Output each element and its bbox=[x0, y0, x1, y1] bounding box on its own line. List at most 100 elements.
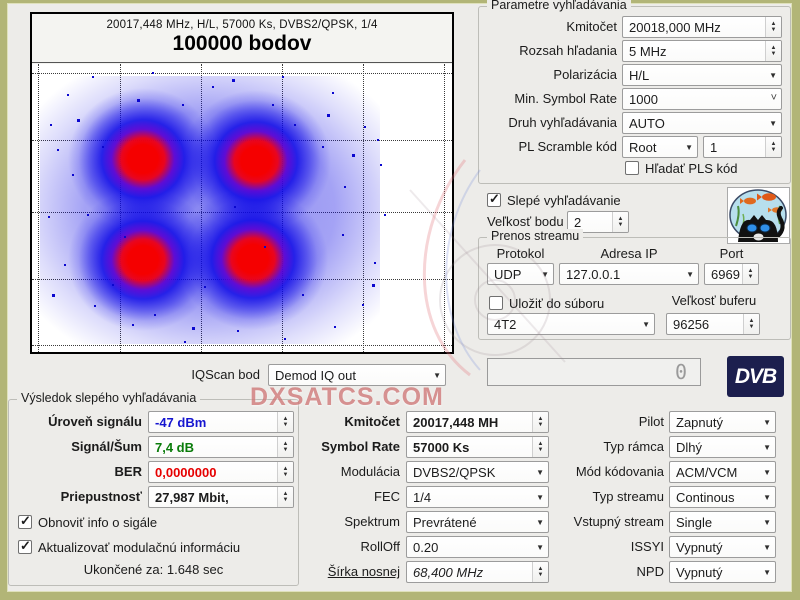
dropdown-arrow-icon[interactable]: ▼ bbox=[763, 442, 771, 452]
spinner-buttons[interactable]: ▲ ▼ bbox=[612, 212, 628, 232]
dropdown-arrow-icon[interactable]: ▼ bbox=[536, 467, 544, 477]
refresh-signal-checkbox-row[interactable]: ✓ Obnoviť info o sigále bbox=[18, 513, 157, 530]
update-modulation-checkbox-row[interactable]: ✓ Aktualizovať modulačnú informáciu bbox=[18, 538, 240, 555]
dropdown-arrow-icon[interactable]: ▼ bbox=[763, 467, 771, 477]
throughput-spinbox[interactable]: 27,987 Mbit, ▲ ▼ bbox=[148, 486, 294, 508]
carrier-width-spinbox[interactable]: 68,400 MHz ▲ ▼ bbox=[406, 561, 549, 583]
spinner-buttons[interactable]: ▲ ▼ bbox=[277, 412, 293, 432]
spinner-buttons[interactable]: ▲ ▼ bbox=[765, 17, 781, 37]
spin-up-icon[interactable]: ▲ bbox=[770, 141, 777, 147]
rolloff-dropdown[interactable]: 0.20 ▼ bbox=[406, 536, 549, 558]
snr-spinbox[interactable]: 7,4 dB ▲ ▼ bbox=[148, 436, 294, 458]
dropdown-arrow-icon[interactable]: ▼ bbox=[763, 417, 771, 427]
spinner-buttons[interactable]: ▲ ▼ bbox=[277, 487, 293, 507]
spin-down-icon[interactable]: ▼ bbox=[282, 422, 289, 428]
spin-down-icon[interactable]: ▼ bbox=[537, 447, 544, 453]
spinner-buttons[interactable]: ▲ ▼ bbox=[532, 437, 548, 457]
frame-type-dropdown[interactable]: Dlhý ▼ bbox=[669, 436, 776, 458]
spin-up-icon[interactable]: ▲ bbox=[282, 491, 289, 497]
spinner-buttons[interactable]: ▲ ▼ bbox=[277, 462, 293, 482]
dropdown-arrow-icon[interactable]: ▼ bbox=[541, 269, 549, 279]
iqscan-dropdown[interactable]: Demod IQ out ▼ bbox=[268, 364, 446, 386]
port-spinbox[interactable]: 6969 ▲ ▼ bbox=[704, 263, 759, 285]
spin-down-icon[interactable]: ▼ bbox=[748, 324, 755, 330]
blind-scan-checkbox-row[interactable]: ✓ Slepé vyhľadávanie bbox=[487, 191, 621, 208]
tune-frequency-spinbox[interactable]: 20017,448 MH ▲ ▼ bbox=[406, 411, 549, 433]
spinner-buttons[interactable]: ▲ ▼ bbox=[532, 562, 548, 582]
dropdown-arrow-icon[interactable]: ▼ bbox=[642, 319, 650, 329]
spin-up-icon[interactable]: ▲ bbox=[282, 441, 289, 447]
ip-address-dropdown[interactable]: 127.0.0.1 ▼ bbox=[559, 263, 699, 285]
polarization-dropdown[interactable]: H/L ▼ bbox=[622, 64, 782, 86]
search-range-spinbox[interactable]: 5 MHz ▲ ▼ bbox=[622, 40, 782, 62]
chevron-down-icon[interactable]: ˅ bbox=[770, 92, 777, 104]
protocol-dropdown[interactable]: UDP ▼ bbox=[487, 263, 554, 285]
ber-spinbox[interactable]: 0,0000000 ▲ ▼ bbox=[148, 461, 294, 483]
spin-up-icon[interactable]: ▲ bbox=[537, 441, 544, 447]
dropdown-arrow-icon[interactable]: ▼ bbox=[763, 492, 771, 502]
frequency-spinbox[interactable]: 20018,000 MHz ▲ ▼ bbox=[622, 16, 782, 38]
dropdown-arrow-icon[interactable]: ▼ bbox=[769, 118, 777, 128]
spinner-buttons[interactable]: ▲ ▼ bbox=[742, 264, 758, 284]
spin-down-icon[interactable]: ▼ bbox=[770, 147, 777, 153]
search-type-dropdown[interactable]: AUTO ▼ bbox=[622, 112, 782, 134]
input-stream-dropdown[interactable]: Single ▼ bbox=[669, 511, 776, 533]
update-modulation-checkbox[interactable]: ✓ bbox=[18, 538, 32, 554]
dropdown-arrow-icon[interactable]: ▼ bbox=[685, 142, 693, 152]
issyi-dropdown[interactable]: Vypnutý ▼ bbox=[669, 536, 776, 558]
npd-dropdown[interactable]: Vypnutý ▼ bbox=[669, 561, 776, 583]
spin-up-icon[interactable]: ▲ bbox=[537, 566, 544, 572]
dropdown-arrow-icon[interactable]: ▼ bbox=[433, 370, 441, 380]
spin-up-icon[interactable]: ▲ bbox=[282, 416, 289, 422]
blind-scan-checkbox[interactable]: ✓ bbox=[487, 191, 501, 207]
search-pls-checkbox-row[interactable]: ✓ Hľadať PLS kód bbox=[625, 160, 738, 176]
spin-up-icon[interactable]: ▲ bbox=[747, 268, 754, 274]
device-dropdown[interactable]: 4T2 ▼ bbox=[487, 313, 655, 335]
spin-up-icon[interactable]: ▲ bbox=[537, 416, 544, 422]
dropdown-arrow-icon[interactable]: ▼ bbox=[769, 70, 777, 80]
spin-down-icon[interactable]: ▼ bbox=[770, 27, 777, 33]
spin-down-icon[interactable]: ▼ bbox=[537, 422, 544, 428]
spin-down-icon[interactable]: ▼ bbox=[770, 51, 777, 57]
spinner-buttons[interactable]: ▲ ▼ bbox=[765, 137, 781, 157]
spinner-buttons[interactable]: ▲ ▼ bbox=[532, 412, 548, 432]
dropdown-arrow-icon[interactable]: ▼ bbox=[536, 542, 544, 552]
dropdown-arrow-icon[interactable]: ▼ bbox=[763, 542, 771, 552]
spin-down-icon[interactable]: ▼ bbox=[747, 274, 754, 280]
spin-up-icon[interactable]: ▲ bbox=[617, 216, 624, 222]
coding-mode-dropdown[interactable]: ACM/VCM ▼ bbox=[669, 461, 776, 483]
spin-up-icon[interactable]: ▲ bbox=[770, 21, 777, 27]
dropdown-arrow-icon[interactable]: ▼ bbox=[763, 517, 771, 527]
signal-level-spinbox[interactable]: -47 dBm ▲ ▼ bbox=[148, 411, 294, 433]
spin-down-icon[interactable]: ▼ bbox=[282, 472, 289, 478]
dropdown-arrow-icon[interactable]: ▼ bbox=[763, 567, 771, 577]
save-to-file-checkbox[interactable]: ✓ bbox=[489, 296, 503, 310]
dropdown-arrow-icon[interactable]: ▼ bbox=[536, 492, 544, 502]
buffer-size-spinbox[interactable]: 96256 ▲ ▼ bbox=[666, 313, 760, 335]
spin-down-icon[interactable]: ▼ bbox=[537, 572, 544, 578]
spinner-buttons[interactable]: ▲ ▼ bbox=[277, 437, 293, 457]
min-symbol-rate-combo[interactable]: 1000 ˅ bbox=[622, 88, 782, 110]
dropdown-arrow-icon[interactable]: ▼ bbox=[536, 517, 544, 527]
spinner-buttons[interactable]: ▲ ▼ bbox=[765, 41, 781, 61]
pilot-dropdown[interactable]: Zapnutý ▼ bbox=[669, 411, 776, 433]
spin-down-icon[interactable]: ▼ bbox=[617, 222, 624, 228]
spin-up-icon[interactable]: ▲ bbox=[282, 466, 289, 472]
spin-up-icon[interactable]: ▲ bbox=[748, 318, 755, 324]
pl-scramble-mode-dropdown[interactable]: Root ▼ bbox=[622, 136, 698, 158]
stream-type-dropdown[interactable]: Continous ▼ bbox=[669, 486, 776, 508]
dot-size-spinbox[interactable]: 2 ▲ ▼ bbox=[567, 211, 629, 233]
save-to-file-checkbox-row[interactable]: ✓ Uložiť do súboru bbox=[489, 295, 604, 311]
dropdown-arrow-icon[interactable]: ▼ bbox=[686, 269, 694, 279]
fec-dropdown[interactable]: 1/4 ▼ bbox=[406, 486, 549, 508]
spectrum-dropdown[interactable]: Prevrátené ▼ bbox=[406, 511, 549, 533]
pl-scramble-code-spinbox[interactable]: 1 ▲ ▼ bbox=[703, 136, 782, 158]
symbol-rate-spinbox[interactable]: 57000 Ks ▲ ▼ bbox=[406, 436, 549, 458]
search-pls-checkbox[interactable]: ✓ bbox=[625, 161, 639, 175]
spin-down-icon[interactable]: ▼ bbox=[282, 447, 289, 453]
modulation-dropdown[interactable]: DVBS2/QPSK ▼ bbox=[406, 461, 549, 483]
spinner-buttons[interactable]: ▲ ▼ bbox=[743, 314, 759, 334]
spin-up-icon[interactable]: ▲ bbox=[770, 45, 777, 51]
refresh-signal-checkbox[interactable]: ✓ bbox=[18, 513, 32, 529]
spin-down-icon[interactable]: ▼ bbox=[282, 497, 289, 503]
